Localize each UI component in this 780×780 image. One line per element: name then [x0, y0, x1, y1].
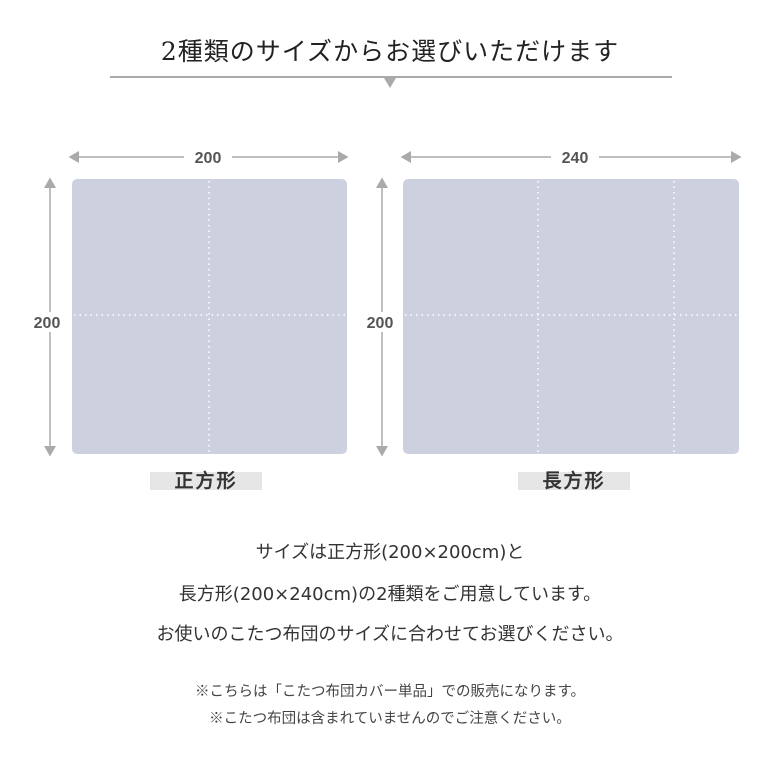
square-label: 正方形	[174, 470, 238, 492]
page-title: 2種類のサイズからお選びいただけます	[160, 37, 620, 66]
note-line-2: ※こたつ布団は含まれていませんのでご注意ください。	[209, 711, 571, 727]
description-line-3: お使いのこたつ布団のサイズに合わせてお選びください。	[156, 624, 624, 645]
width-label-square: 200	[195, 150, 222, 167]
rect-label: 長方形	[542, 470, 606, 492]
down-triangle-icon	[384, 78, 396, 88]
description-line-2: 長方形(200×240cm)の2種類をご用意しています。	[178, 584, 602, 605]
square-cover-shape	[72, 179, 347, 454]
height-label-square: 200	[34, 315, 61, 332]
height-label-rect: 200	[367, 315, 394, 332]
title-underline	[110, 76, 672, 78]
rect-label-bg	[518, 472, 630, 490]
square-label-bg	[150, 472, 262, 490]
note-line-1: ※こちらは「こたつ布団カバー単品」での販売になります。	[194, 684, 586, 700]
description-line-1: サイズは正方形(200×200cm)と	[255, 542, 525, 563]
rect-cover-shape	[403, 179, 739, 454]
width-label-rect: 240	[562, 150, 589, 167]
